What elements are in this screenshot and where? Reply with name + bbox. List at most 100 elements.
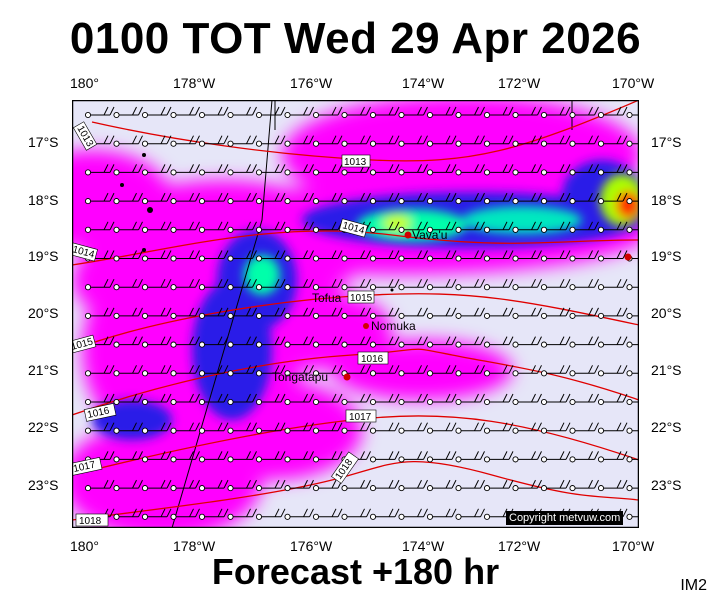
wind-barb [369,164,400,176]
wind-barb [597,479,628,492]
wind-barb [597,250,628,262]
wind-barb [569,164,599,176]
wind-barb [569,336,599,348]
wind-barb [483,365,514,377]
wind-barb [170,393,200,406]
wind-barb [227,164,257,176]
wind-barb [284,336,314,348]
wind-barb [398,135,428,147]
lat-label-right-19s: 19°S [651,248,682,264]
wind-barb [569,250,599,262]
wind-barb [398,307,428,319]
wind-barb [284,221,314,233]
wind-barb [540,451,571,463]
wind-barb [398,336,428,348]
wind-barb [626,169,639,176]
wind-barb [141,479,172,492]
wind-barb [540,192,571,205]
wind-barb [255,336,286,348]
wind-barb [455,393,485,406]
wind-barb [284,250,314,262]
wind-barb [312,336,343,348]
wind-barb [569,192,599,205]
wind-barb [483,164,514,176]
wind-barb [141,451,172,463]
wind-barb [113,422,143,434]
wind-barb [483,192,514,205]
wind-barb [170,365,200,377]
lat-label-left-21s: 21°S [28,362,59,378]
wind-barb [626,312,639,319]
wind-barb [284,307,314,319]
wind-barb [398,106,428,119]
wind-barb [512,365,542,377]
wind-barb [426,365,457,377]
wind-barb [455,365,485,377]
wind-barb [141,422,172,434]
wind-barb [227,508,257,520]
wind-barb [141,307,172,319]
wind-barb [426,221,457,233]
wind-barb [113,393,143,406]
wind-barb [455,451,485,463]
lat-label-right-18s: 18°S [651,192,682,208]
wind-barb [141,365,172,377]
wind-barb [284,135,314,147]
wind-barb [569,393,599,406]
wind-barb [227,479,257,492]
wind-barb [626,284,639,291]
wind-barb [512,393,542,406]
wind-barb [284,479,314,492]
wind-barb [84,164,115,176]
wind-barb [255,106,286,119]
wind-barb [426,192,457,205]
wind-barb [569,422,599,434]
wind-barb [170,336,200,348]
wind-barb [255,393,286,406]
image-tag: IM2 [680,577,707,594]
wind-barb [255,451,286,463]
wind-barb [113,135,143,147]
wind-barb [512,221,542,233]
precip-heavy-layer [244,174,639,295]
wind-barb [626,485,639,492]
wind-barb [113,307,143,319]
wind-barb [113,106,143,119]
wind-barb [312,135,343,147]
wind-barb [113,508,143,520]
wind-barb [284,365,314,377]
wind-barb [170,307,200,319]
wind-barb [227,192,257,205]
wind-barb [512,307,542,319]
wind-barb [341,393,371,406]
wind-barb [597,365,628,377]
wind-barb [455,250,485,262]
wind-barb [284,422,314,434]
wind-barb [84,479,115,492]
wind-barb [483,422,514,434]
lon-label-bottom-172w: 172°W [498,538,541,554]
wind-barb [540,307,571,319]
wind-barb [626,226,639,233]
wind-barb [113,451,143,463]
wind-barb [341,479,371,492]
wind-barb [597,221,628,233]
wind-barb [426,278,457,291]
wind-barb [512,135,542,147]
wind-barb [141,192,172,205]
wind-barb [312,422,343,434]
wind-barb [398,422,428,434]
wind-barb [284,164,314,176]
wind-barb [483,250,514,262]
wind-barb [540,250,571,262]
wind-barb [455,307,485,319]
wind-barb [597,278,628,291]
wind-barb [341,336,371,348]
wind-barb [597,192,628,205]
isobar-label-1016-b: 1016 [86,405,110,420]
wind-barb [141,336,172,348]
wind-barb [369,106,400,119]
wind-barb [198,508,229,520]
lat-label-right-23s: 23°S [651,477,682,493]
wind-barb [227,135,257,147]
